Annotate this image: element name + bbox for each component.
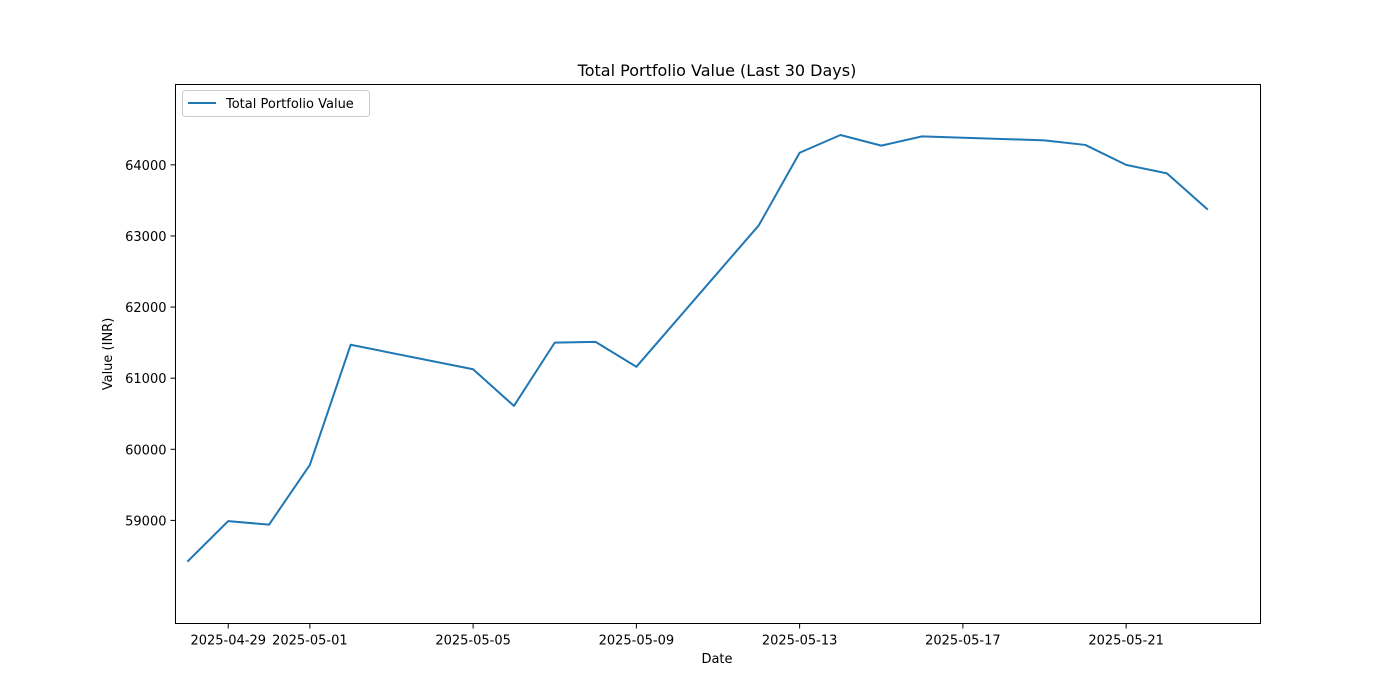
series-layer (186, 133, 1209, 563)
legend-label: Total Portfolio Value (225, 97, 354, 112)
y-tick-label: 59000 (125, 514, 166, 529)
x-tick-label: 2025-04-29 (190, 634, 266, 649)
chart-title: Total Portfolio Value (Last 30 Days) (577, 61, 857, 80)
y-tick-label: 62000 (125, 301, 166, 316)
x-tick-label: 2025-05-21 (1088, 634, 1164, 649)
x-tick-label: 2025-05-09 (599, 634, 675, 649)
y-axis-label: Value (INR) (101, 318, 116, 391)
y-tick-label: 64000 (125, 159, 166, 174)
y-tick-label: 63000 (125, 230, 166, 245)
legend-box (182, 90, 370, 117)
x-axis: 2025-04-29 2025-05-01 2025-05-05 2025-05-09… (190, 623, 1164, 649)
plot-area (175, 84, 1261, 624)
x-tick-label: 2025-05-01 (272, 634, 348, 649)
series-line (186, 133, 1209, 563)
x-tick-label: 2025-05-13 (762, 634, 838, 649)
x-axis-label: Date (701, 652, 732, 667)
legend: Total Portfolio Value (182, 90, 370, 117)
y-tick-label: 60000 (125, 443, 166, 458)
y-tick-label: 61000 (125, 372, 166, 387)
x-tick-label: 2025-05-05 (435, 634, 511, 649)
y-axis: 59000 60000 61000 62000 63000 64000 (125, 159, 176, 529)
x-tick-label: 2025-05-17 (925, 634, 1001, 649)
